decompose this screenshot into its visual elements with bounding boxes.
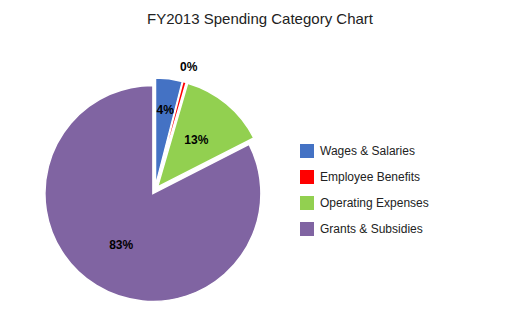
data-label: 83%: [109, 238, 133, 252]
slices: [45, 78, 261, 301]
legend-swatch: [300, 144, 314, 158]
legend-swatch: [300, 170, 314, 184]
legend-label: Employee Benefits: [320, 170, 420, 184]
data-label: 4%: [156, 103, 174, 117]
legend-item: Wages & Salaries: [300, 144, 415, 158]
data-labels: 4% 0% 13% 83%: [109, 60, 209, 252]
data-label: 0%: [180, 60, 198, 74]
legend-label: Operating Expenses: [320, 196, 429, 210]
legend-item: Employee Benefits: [300, 170, 420, 184]
data-label: 13%: [184, 133, 208, 147]
title: FY2013 Spending Category Chart: [147, 10, 374, 27]
pie: 4% 0% 13% 83%: [45, 60, 261, 301]
legend-label: Wages & Salaries: [320, 144, 415, 158]
legend-swatch: [300, 222, 314, 236]
slice: [45, 85, 261, 301]
chart: FY2013 Spending Category Chart 4% 0% 13% 83%…: [0, 0, 520, 333]
legend-label: Grants & Subsidies: [320, 222, 423, 236]
legend: Wages & Salaries Employee Benefits Operati…: [300, 144, 429, 236]
legend-swatch: [300, 196, 314, 210]
legend-item: Operating Expenses: [300, 196, 429, 210]
legend-item: Grants & Subsidies: [300, 222, 423, 236]
